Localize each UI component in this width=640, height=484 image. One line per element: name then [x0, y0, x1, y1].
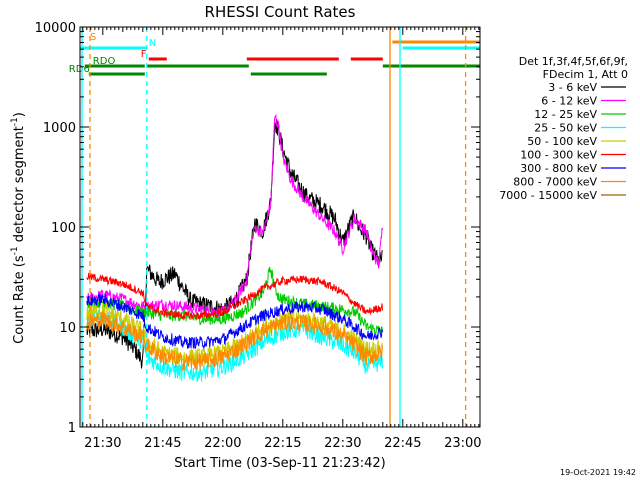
- flag-bar-label: F: [141, 49, 147, 60]
- flag-bar-label: RDO: [93, 56, 116, 67]
- chart-title: RHESSI Count Rates: [205, 3, 356, 21]
- y-tick-label: 100: [51, 221, 76, 236]
- legend-entry-label: 25 - 50 keV: [534, 122, 597, 135]
- flag-bar-label: S: [90, 32, 96, 43]
- series-line: [86, 272, 383, 320]
- y-axis-label-sup: -1: [10, 246, 20, 255]
- legend-entry-label: 800 - 7000 keV: [513, 176, 597, 189]
- x-tick-label: 22:45: [384, 436, 421, 451]
- x-axis-label: Start Time (03-Sep-11 21:23:42): [174, 456, 385, 471]
- y-axis: 1 10 100 1000 10000: [35, 21, 480, 436]
- y-axis-label-sup2: -1: [10, 117, 20, 126]
- y-axis-label: Count Rate (s-1 detector segment-1): [10, 112, 27, 344]
- y-axis-label-tail: detector segment: [12, 126, 27, 246]
- y-axis-label-close: ): [12, 112, 27, 117]
- x-tick-label: 21:45: [144, 436, 181, 451]
- y-axis-label-main: Count Rate (s: [12, 255, 27, 344]
- x-tick-label: 22:00: [204, 436, 241, 451]
- y-tick-label: 10000: [35, 21, 76, 36]
- legend-entry-label: 7000 - 15000 keV: [499, 189, 597, 202]
- x-tick-label: 22:15: [264, 436, 301, 451]
- legend-entry-label: 50 - 100 keV: [527, 135, 597, 148]
- legend: Det 1f,3f,4f,5f,6f,9f,FDecim 1, Att 03 -…: [499, 55, 628, 202]
- x-tick-label: 22:30: [324, 436, 361, 451]
- legend-entry-label: 100 - 300 keV: [520, 149, 597, 162]
- x-tick-label: 21:30: [84, 436, 121, 451]
- x-axis: 21:30 21:45 22:00 22:15 22:30 22:45 23:00: [82, 27, 482, 451]
- y-tick-label: 10: [59, 321, 76, 336]
- legend-entry-label: 12 - 25 keV: [534, 108, 597, 121]
- series-line: [86, 266, 383, 336]
- footer-date: 19-Oct-2021 19:42: [560, 468, 636, 477]
- legend-header-line: FDecim 1, Att 0: [543, 68, 628, 81]
- legend-entry-label: 300 - 800 keV: [520, 162, 597, 175]
- flag-bar-label: RD6: [69, 64, 90, 75]
- legend-header-line: Det 1f,3f,4f,5f,6f,9f,: [519, 55, 628, 68]
- x-tick-label: 23:00: [444, 436, 481, 451]
- y-tick-label: 1: [68, 421, 76, 436]
- series-line: [86, 292, 383, 350]
- legend-entry-label: 6 - 12 keV: [541, 95, 597, 108]
- legend-entry-label: 3 - 6 keV: [548, 81, 597, 94]
- series-line: [86, 310, 383, 372]
- y-tick-label: 1000: [43, 121, 76, 136]
- series-lines: [86, 113, 383, 383]
- flag-bar-label: N: [149, 38, 156, 49]
